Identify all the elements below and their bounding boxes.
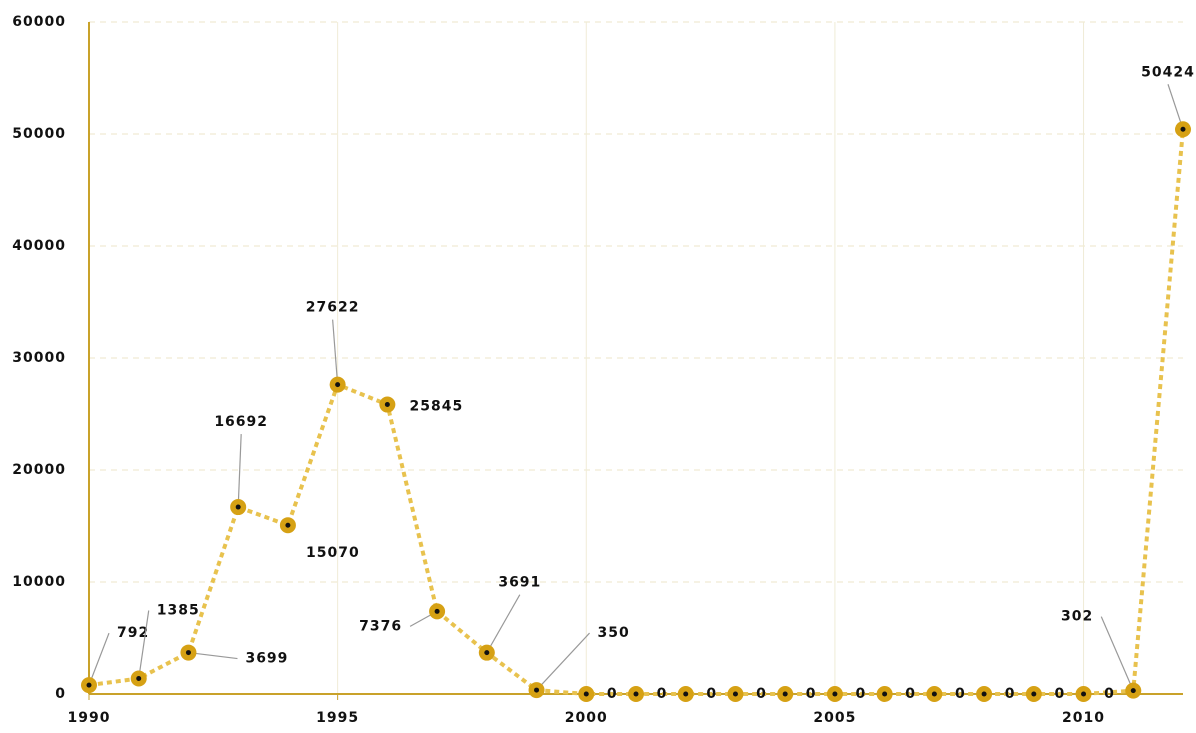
leader-line	[1100, 616, 1134, 691]
leader-line	[332, 319, 339, 385]
marker-dot	[683, 691, 689, 697]
x-tick-label: 1990	[68, 710, 111, 726]
y-tick-label: 50000	[12, 126, 66, 142]
marker-dot	[832, 691, 838, 697]
data-label: 0	[756, 686, 767, 702]
data-label: 25845	[410, 399, 464, 415]
marker-dot	[882, 691, 888, 697]
y-tick-label: 0	[55, 686, 66, 702]
marker-dot	[384, 402, 390, 408]
leader-line	[138, 610, 150, 679]
x-tick-label: 2000	[565, 710, 608, 726]
marker-dot	[981, 691, 987, 697]
data-label: 0	[657, 686, 668, 702]
marker-dot	[1130, 688, 1136, 694]
data-label: 302	[1061, 609, 1093, 625]
data-label: 27622	[306, 300, 360, 316]
data-label: 0	[856, 686, 867, 702]
marker-dot	[732, 691, 738, 697]
marker-dot	[1081, 691, 1087, 697]
marker-dot	[235, 504, 241, 510]
marker-dot	[782, 691, 788, 697]
y-tick-label: 10000	[12, 574, 66, 590]
x-tick-label: 2005	[813, 710, 856, 726]
x-tick-label: 1995	[316, 710, 359, 726]
data-label: 0	[706, 686, 717, 702]
marker-dot	[583, 691, 589, 697]
y-tick-label: 30000	[12, 350, 66, 366]
data-label: 50424	[1141, 64, 1195, 80]
data-label: 792	[117, 625, 149, 641]
data-label: 0	[1104, 686, 1115, 702]
data-label: 16692	[214, 414, 268, 430]
data-label: 15070	[306, 545, 360, 561]
leader-line	[237, 434, 242, 508]
leader-line	[188, 651, 238, 660]
marker-dot	[1180, 126, 1186, 132]
marker-dot	[185, 650, 191, 656]
marker-dot	[434, 608, 440, 614]
y-tick-label: 60000	[12, 14, 66, 30]
marker-dot	[484, 650, 490, 656]
marker-dot	[534, 687, 540, 693]
leader-line	[536, 632, 590, 691]
y-tick-label: 40000	[12, 238, 66, 254]
x-tick-label: 2010	[1062, 710, 1105, 726]
data-label: 350	[598, 625, 630, 641]
data-label: 0	[806, 686, 817, 702]
marker-dot	[633, 691, 639, 697]
data-label: 3691	[498, 575, 541, 591]
leader-line	[486, 594, 521, 653]
marker-dot	[285, 522, 291, 528]
marker-dot	[1031, 691, 1037, 697]
data-label: 0	[905, 686, 916, 702]
marker-dot	[931, 691, 937, 697]
data-label: 0	[1005, 686, 1016, 702]
marker-dot	[86, 682, 92, 688]
data-label: 7376	[359, 618, 402, 634]
line	[88, 129, 1185, 696]
data-label: 0	[1054, 686, 1065, 702]
leader-line	[88, 632, 110, 686]
marker-dot	[335, 382, 341, 388]
data-label: 1385	[157, 602, 200, 618]
marker-dot	[136, 675, 142, 681]
data-label: 3699	[245, 651, 288, 667]
y-tick-label: 20000	[12, 462, 66, 478]
data-label: 0	[607, 686, 618, 702]
data-label: 0	[955, 686, 966, 702]
